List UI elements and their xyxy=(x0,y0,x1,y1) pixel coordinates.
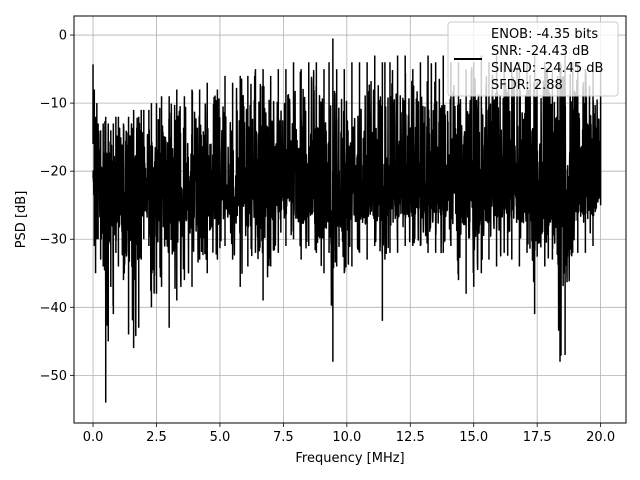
x-tick-label: 10.0 xyxy=(332,430,361,445)
x-tick-label: 5.0 xyxy=(210,430,231,445)
x-tick-label: 15.0 xyxy=(459,430,488,445)
y-tick-label: −30 xyxy=(40,233,67,248)
x-tick-label: 20.0 xyxy=(586,430,615,445)
psd-series-line xyxy=(92,38,602,403)
legend-box xyxy=(447,21,619,97)
y-tick-label: −20 xyxy=(40,165,67,180)
legend: ENOB: -4.35 bits SNR: -24.43 dB SINAD: -… xyxy=(447,21,619,97)
y-tick-label: −50 xyxy=(40,369,67,384)
x-tick-label: 17.5 xyxy=(523,430,552,445)
y-tick-label: 0 xyxy=(59,29,67,44)
legend-snr-text: SNR: -24.43 dB xyxy=(491,44,589,59)
x-axis-label: Frequency [MHz] xyxy=(295,451,404,466)
x-tick-label: 2.5 xyxy=(146,430,167,445)
y-axis-ticks: 0 −10 −20 −30 −40 −50 xyxy=(40,29,74,384)
axes-frame xyxy=(73,15,627,424)
x-axis-ticks: 0.0 2.5 5.0 7.5 10.0 12.5 15.0 17.5 20.0 xyxy=(83,423,615,445)
x-tick-label: 0.0 xyxy=(83,430,104,445)
legend-enob-text: ENOB: -4.35 bits xyxy=(491,27,598,42)
legend-sfdr-text: SFDR: 2.88 xyxy=(491,78,563,93)
x-tick-label: 12.5 xyxy=(396,430,425,445)
y-tick-label: −40 xyxy=(40,301,67,316)
y-axis-label: PSD [dB] xyxy=(14,191,29,249)
y-tick-label: −10 xyxy=(40,97,67,112)
plot-series xyxy=(92,38,602,403)
x-tick-label: 7.5 xyxy=(273,430,294,445)
legend-sinad-text: SINAD: -24.45 dB xyxy=(491,61,603,76)
